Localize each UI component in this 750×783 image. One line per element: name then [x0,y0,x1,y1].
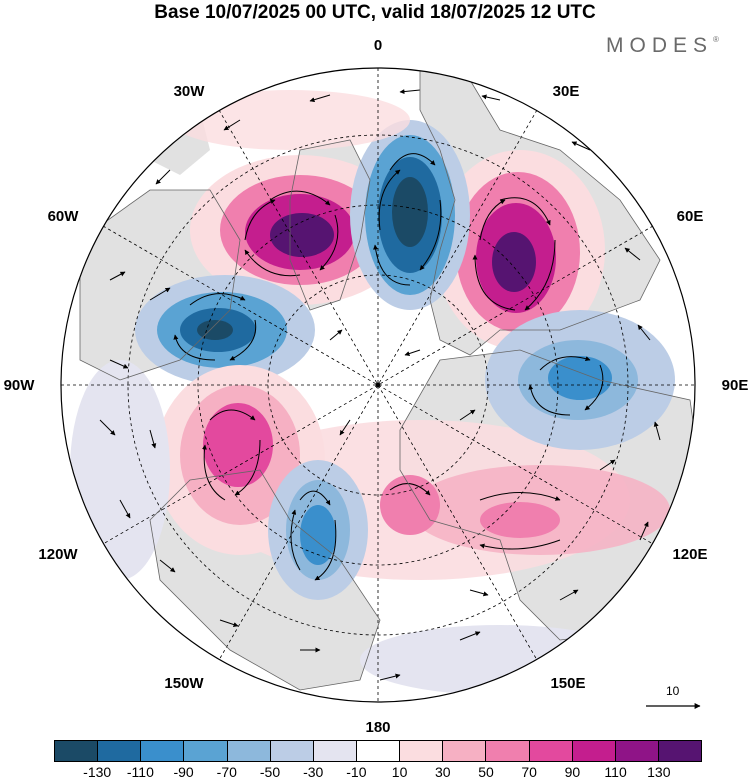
colorbar-tick-label: 70 [521,764,537,780]
lon-label-60e: 60E [677,208,704,225]
colorbar-segment [356,741,401,761]
colorbar-tick-label: -110 [126,764,154,780]
graticule [61,68,695,702]
colorbar-segment [98,741,142,761]
colorbar-segment [184,741,228,761]
colorbar-segment [313,741,357,761]
lon-label-30w: 30W [174,83,206,100]
brand-text: MODES [606,34,714,57]
modes-logo: MODES® [606,34,719,58]
lon-label-60w: 60W [48,208,80,225]
colorbar [54,740,702,762]
colorbar-tick-label: -130 [83,764,112,780]
colorbar-tick-label: 30 [435,764,451,780]
reference-vector-label: 10 [666,684,680,698]
colorbar-segment [227,741,271,761]
colorbar-tick-label: -50 [259,764,281,780]
lon-label-120w: 120W [38,546,78,563]
colorbar-segment [55,741,99,761]
lon-label-0: 0 [374,37,382,54]
colorbar-tick-label: -70 [216,764,237,780]
colorbar-segment [443,741,487,761]
colorbar-segment [270,741,314,761]
coastlines [79,69,695,691]
colorbar-tick-label: -10 [346,764,367,780]
map-title: Base 10/07/2025 00 UTC, valid 18/07/2025… [154,2,596,23]
map-boundary [60,67,696,703]
colorbar-segment [658,741,702,761]
lon-label-150e: 150E [550,675,585,692]
colorbar-segment [486,741,530,761]
colorbar-segment [529,741,573,761]
lon-label-180: 180 [365,719,390,736]
colorbar-tick-label: 110 [604,764,627,780]
lon-label-120e: 120E [672,546,707,563]
colorbar-segment [615,741,659,761]
lon-label-30e: 30E [553,83,580,100]
lon-label-90e: 90E [722,377,749,394]
colorbar-ticks: -130 -110 -90 -70 -50 -30 -10 10 30 50 70 90 110 130 [54,764,702,782]
registered-mark: ® [713,35,719,44]
colorbar-tick-label: 130 [647,764,671,780]
pole-marker [375,382,381,388]
colorbar-segment [400,741,444,761]
colorbar-tick-label: -90 [173,764,194,780]
colorbar-segment [141,741,185,761]
wind-vectors [99,89,661,681]
colorbar-tick-label: 90 [564,764,581,780]
colorbar-tick-label: -30 [303,764,324,780]
colorbar-segment [572,741,616,761]
lon-label-150w: 150W [164,675,204,692]
map-field [61,68,695,702]
longitude-labels: 0 30E 60E 90E 120E 150E 180 150W 120W 90… [4,37,749,736]
colorbar-tick-label: 10 [391,764,408,780]
colorbar-tick-label: 50 [478,764,494,780]
lon-label-90w: 90W [4,377,36,394]
